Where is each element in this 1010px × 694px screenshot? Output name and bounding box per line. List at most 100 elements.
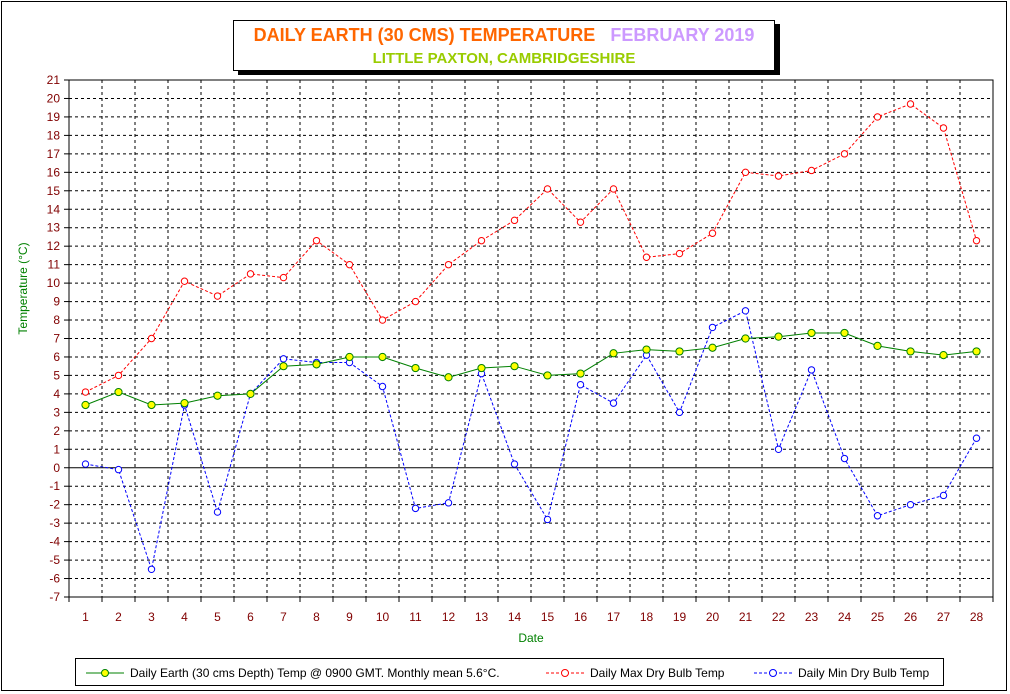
y-tick-label: 4	[53, 387, 60, 401]
x-tick-label: 22	[772, 610, 786, 624]
chart-title-line: DAILY EARTH (30 CMS) TEMPERATURE FEBRUAR…	[234, 25, 774, 46]
y-tick-label: 19	[47, 110, 61, 124]
data-point-earth	[906, 347, 915, 356]
x-tick-label: 4	[181, 610, 188, 624]
x-tick-label: 13	[475, 610, 489, 624]
x-axis-label: Date	[518, 631, 544, 645]
y-tick-label: 15	[47, 184, 61, 198]
x-tick-label: 3	[148, 610, 155, 624]
legend-marker-min	[754, 669, 792, 677]
y-tick-label: 2	[53, 424, 60, 438]
data-point-min	[609, 399, 618, 407]
x-tick-label: 2	[115, 610, 122, 624]
data-point-min	[807, 366, 816, 374]
x-tick-label: 14	[508, 610, 522, 624]
data-point-earth	[411, 363, 420, 373]
data-point-earth	[774, 332, 783, 341]
y-tick-label: 21	[47, 73, 61, 87]
data-point-earth	[477, 363, 486, 373]
data-point-min	[906, 500, 915, 509]
y-tick-label: 13	[47, 221, 61, 235]
series-line-earth	[85, 332, 977, 406]
x-tick-label: 19	[673, 610, 687, 624]
x-tick-label: 26	[904, 610, 918, 624]
data-point-max	[312, 236, 321, 245]
chart-title: DAILY EARTH (30 CMS) TEMPERATURE	[253, 25, 596, 45]
data-point-max	[180, 277, 189, 285]
data-point-min	[675, 408, 684, 417]
data-point-min	[576, 380, 585, 389]
data-point-earth	[807, 328, 816, 338]
data-point-max	[510, 216, 519, 225]
data-point-max	[741, 168, 750, 177]
data-point-max	[246, 270, 255, 278]
data-point-earth	[510, 362, 519, 371]
data-point-min	[411, 504, 420, 513]
data-point-min	[543, 515, 552, 524]
x-tick-label: 1	[82, 610, 89, 624]
y-tick-label: 14	[47, 202, 61, 216]
data-point-earth	[312, 360, 321, 369]
data-point-earth	[147, 400, 156, 410]
x-tick-label: 15	[541, 610, 555, 624]
data-point-min	[972, 434, 981, 442]
data-point-max	[972, 236, 981, 245]
data-point-min	[510, 460, 519, 468]
data-point-min	[873, 512, 882, 520]
y-tick-label: -3	[49, 516, 60, 530]
x-tick-label: 21	[739, 610, 753, 624]
data-point-min	[378, 382, 387, 391]
y-tick-label: -1	[49, 479, 60, 493]
y-tick-label: -2	[49, 498, 60, 512]
data-point-max	[939, 124, 948, 132]
data-point-earth	[81, 400, 90, 410]
y-axis-label: Temperature (°C)	[16, 242, 30, 334]
legend-marker-earth	[86, 669, 124, 677]
data-point-max	[576, 218, 585, 226]
y-tick-label: 0	[53, 461, 60, 475]
legend-label-min: Daily Min Dry Bulb Temp	[798, 666, 930, 680]
data-point-max	[345, 260, 354, 269]
data-point-max	[642, 253, 651, 261]
title-box: DAILY EARTH (30 CMS) TEMPERATURE FEBRUAR…	[233, 20, 775, 71]
data-point-earth	[279, 362, 288, 371]
y-tick-label: 17	[47, 147, 61, 161]
data-point-earth	[675, 347, 684, 356]
y-tick-label: 10	[47, 276, 61, 290]
y-tick-label: -5	[49, 553, 60, 567]
data-point-earth	[543, 371, 552, 380]
data-point-earth	[609, 349, 618, 358]
data-point-max	[378, 316, 387, 324]
data-point-earth	[378, 352, 387, 362]
chart-subtitle-line: LITTLE PAXTON, CAMBRIDGESHIRE	[234, 50, 774, 67]
data-point-earth	[642, 345, 651, 354]
data-point-max	[906, 100, 915, 108]
data-point-earth	[741, 334, 750, 343]
y-tick-label: 5	[53, 368, 60, 382]
data-point-max	[543, 185, 552, 193]
data-point-max	[840, 150, 849, 158]
x-tick-label: 20	[706, 610, 720, 624]
legend-marker-max	[546, 669, 584, 677]
chart-period: FEBRUARY 2019	[610, 25, 755, 45]
y-tick-label: 3	[53, 405, 60, 419]
y-tick-label: 16	[47, 165, 61, 179]
data-point-min	[81, 460, 90, 468]
data-point-min	[147, 565, 156, 574]
x-tick-label: 11	[409, 610, 422, 624]
x-tick-label: 23	[805, 610, 819, 624]
y-tick-label: -4	[49, 535, 60, 549]
data-point-earth	[873, 341, 882, 350]
y-tick-label: 8	[53, 313, 60, 327]
y-tick-label: -7	[49, 590, 60, 604]
x-tick-label: 24	[838, 610, 852, 624]
data-point-max	[213, 292, 222, 300]
data-point-max	[708, 229, 717, 237]
data-point-earth	[246, 389, 255, 398]
legend-label-max: Daily Max Dry Bulb Temp	[590, 666, 725, 680]
y-tick-label: 7	[53, 332, 60, 346]
data-point-max	[114, 371, 123, 380]
x-tick-label: 12	[442, 610, 456, 624]
y-tick-label: 9	[53, 295, 60, 309]
